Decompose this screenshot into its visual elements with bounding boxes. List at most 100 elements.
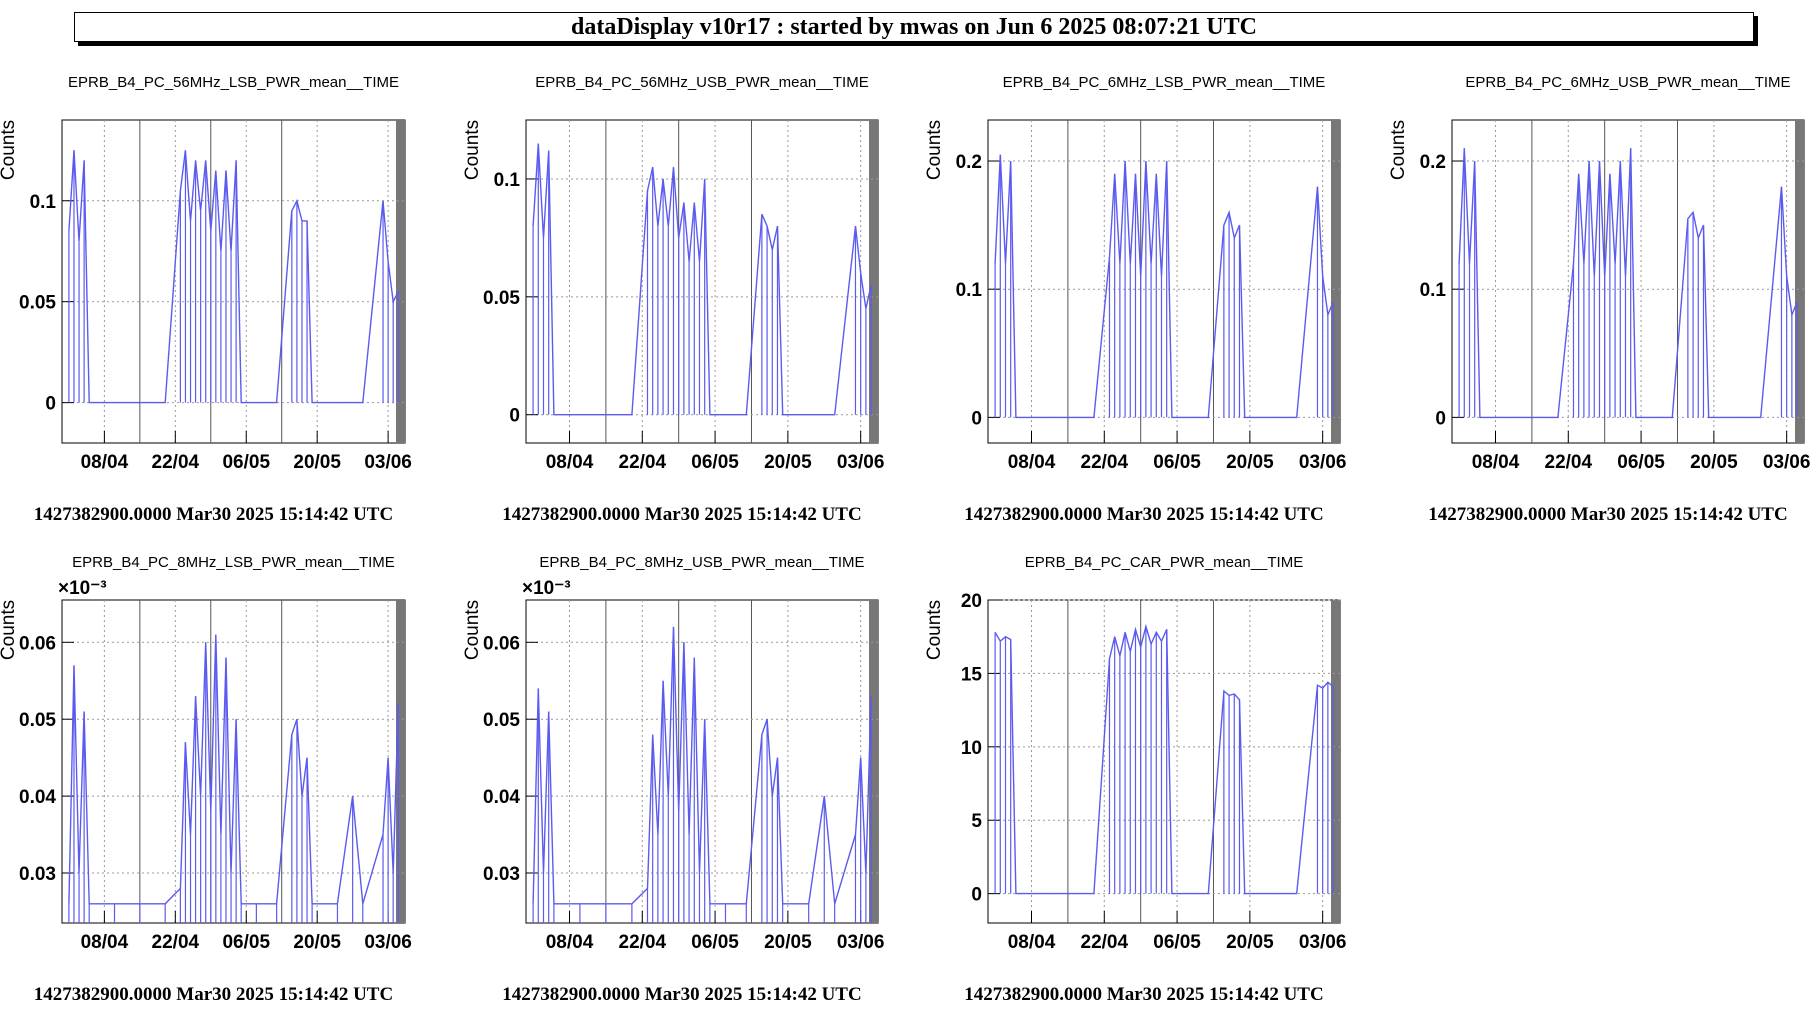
y-tick-label: 0.05 bbox=[483, 288, 520, 309]
y-tick-label: 0.06 bbox=[483, 633, 520, 654]
x-tick-label: 22/04 bbox=[1081, 452, 1129, 473]
x-tick-label: 08/04 bbox=[546, 452, 594, 473]
chart-footer: 1427382900.0000 Mar30 2025 15:14:42 UTC bbox=[964, 984, 1323, 1005]
x-tick-label: 03/06 bbox=[364, 932, 412, 953]
x-tick-label: 08/04 bbox=[1008, 932, 1056, 953]
plot-frame bbox=[1451, 119, 1805, 444]
plot-frame bbox=[61, 599, 406, 924]
x-tick-label: 06/05 bbox=[1617, 452, 1665, 473]
series-line bbox=[994, 154, 1334, 419]
chart-panel-2: EPRB_B4_PC_56MHz_USB_PWR_mean__TIME 08/04… bbox=[462, 74, 884, 525]
x-tick-label: 20/05 bbox=[1226, 932, 1274, 953]
y-tick-label: 0.05 bbox=[19, 710, 56, 731]
x-tick-label: 20/05 bbox=[1226, 452, 1274, 473]
y-tick-label: 5 bbox=[971, 811, 982, 832]
chart-panel-5: EPRB_B4_PC_8MHz_LSB_PWR_mean__TIME 08/04 2… bbox=[0, 554, 412, 1005]
x-tick-label: 20/05 bbox=[293, 452, 341, 473]
x-tick-label: 03/06 bbox=[364, 452, 412, 473]
y-tick-label: 0.04 bbox=[483, 787, 520, 808]
x-tick-label: 22/04 bbox=[152, 452, 200, 473]
chart-footer: 1427382900.0000 Mar30 2025 15:14:42 UTC bbox=[964, 504, 1323, 525]
y-axis-label: Counts bbox=[462, 600, 483, 660]
x-tick-label: 03/06 bbox=[1299, 452, 1347, 473]
y-axis-label: Counts bbox=[924, 600, 945, 660]
x-tick-label: 20/05 bbox=[293, 932, 341, 953]
x-tick-label: 22/04 bbox=[619, 932, 667, 953]
y-tick-label: 0.03 bbox=[19, 864, 56, 885]
x-tick-label: 03/06 bbox=[837, 932, 885, 953]
x-tick-label: 22/04 bbox=[619, 452, 667, 473]
chart-title: EPRB_B4_PC_CAR_PWR_mean__TIME bbox=[1025, 554, 1303, 571]
shaded-band bbox=[396, 120, 405, 443]
chart-footer: 1427382900.0000 Mar30 2025 15:14:42 UTC bbox=[34, 984, 393, 1005]
y-tick-label: 0.05 bbox=[19, 293, 56, 314]
y-tick-label: 0.2 bbox=[1420, 152, 1446, 173]
x-tick-label: 06/05 bbox=[222, 932, 270, 953]
chart-panel-3: EPRB_B4_PC_6MHz_LSB_PWR_mean__TIME 08/04 2… bbox=[924, 74, 1346, 525]
y-tick-label: 0 bbox=[971, 885, 982, 906]
chart-panel-6: EPRB_B4_PC_8MHz_USB_PWR_mean__TIME 08/04 2… bbox=[462, 554, 884, 1005]
plot-frame bbox=[61, 119, 406, 444]
shaded-band bbox=[1795, 120, 1804, 443]
plot-frame bbox=[987, 599, 1341, 924]
y-tick-label: 15 bbox=[961, 664, 983, 685]
y-tick-label: 0.1 bbox=[494, 170, 521, 191]
x-tick-label: 08/04 bbox=[1008, 452, 1056, 473]
x-tick-label: 08/04 bbox=[1472, 452, 1520, 473]
y-tick-label: 0.03 bbox=[483, 864, 520, 885]
series-line bbox=[68, 150, 399, 404]
series-line bbox=[1458, 148, 1798, 419]
chart-footer: 1427382900.0000 Mar30 2025 15:14:42 UTC bbox=[502, 504, 861, 525]
series-line bbox=[532, 143, 872, 416]
x-tick-label: 22/04 bbox=[1545, 452, 1593, 473]
chart-title: EPRB_B4_PC_8MHz_USB_PWR_mean__TIME bbox=[539, 554, 864, 571]
shaded-band bbox=[1331, 600, 1340, 923]
shaded-band bbox=[1331, 120, 1340, 443]
chart-panel-4: EPRB_B4_PC_6MHz_USB_PWR_mean__TIME 08/04 2… bbox=[1388, 74, 1810, 525]
y-tick-label: 0.06 bbox=[19, 633, 56, 654]
y-axis-label: Counts bbox=[462, 120, 483, 180]
x-tick-label: 03/06 bbox=[837, 452, 885, 473]
y-tick-label: 0 bbox=[971, 408, 982, 429]
y-tick-label: 10 bbox=[961, 738, 982, 759]
x-tick-label: 20/05 bbox=[764, 452, 812, 473]
y-tick-label: 0.05 bbox=[483, 710, 520, 731]
x-tick-label: 06/05 bbox=[222, 452, 270, 473]
y-tick-label: 0.2 bbox=[956, 152, 982, 173]
x-tick-label: 06/05 bbox=[691, 452, 739, 473]
x-tick-label: 08/04 bbox=[81, 452, 129, 473]
x-tick-label: 22/04 bbox=[1081, 932, 1129, 953]
y-tick-label: 0.1 bbox=[1420, 280, 1447, 301]
chart-title: EPRB_B4_PC_6MHz_LSB_PWR_mean__TIME bbox=[1003, 74, 1326, 91]
plot-frame bbox=[525, 599, 879, 924]
x-tick-label: 03/06 bbox=[1763, 452, 1811, 473]
y-exponent-label: ×10⁻³ bbox=[522, 578, 571, 599]
x-tick-label: 03/06 bbox=[1299, 932, 1347, 953]
y-tick-label: 0.1 bbox=[30, 192, 57, 213]
x-tick-label: 20/05 bbox=[764, 932, 812, 953]
x-tick-label: 08/04 bbox=[81, 932, 129, 953]
y-axis-label: Counts bbox=[0, 600, 19, 660]
x-tick-label: 06/05 bbox=[1153, 932, 1201, 953]
chart-title: EPRB_B4_PC_8MHz_LSB_PWR_mean__TIME bbox=[72, 554, 395, 571]
chart-title: EPRB_B4_PC_56MHz_USB_PWR_mean__TIME bbox=[535, 74, 868, 91]
chart-footer: 1427382900.0000 Mar30 2025 15:14:42 UTC bbox=[502, 984, 861, 1005]
chart-footer: 1427382900.0000 Mar30 2025 15:14:42 UTC bbox=[34, 504, 393, 525]
chart-title: EPRB_B4_PC_6MHz_USB_PWR_mean__TIME bbox=[1465, 74, 1790, 91]
y-axis-label: Counts bbox=[0, 120, 19, 180]
chart-panel-1: EPRB_B4_PC_56MHz_LSB_PWR_mean__TIME 08/04… bbox=[0, 74, 412, 525]
shaded-band bbox=[869, 120, 878, 443]
x-tick-label: 06/05 bbox=[691, 932, 739, 953]
x-tick-label: 06/05 bbox=[1153, 452, 1201, 473]
y-tick-label: 0.04 bbox=[19, 787, 56, 808]
shaded-band bbox=[396, 600, 405, 923]
y-tick-label: 20 bbox=[961, 591, 982, 612]
y-exponent-label: ×10⁻³ bbox=[58, 578, 107, 599]
chart-footer: 1427382900.0000 Mar30 2025 15:14:42 UTC bbox=[1428, 504, 1787, 525]
y-tick-label: 0 bbox=[509, 406, 520, 427]
y-tick-label: 0.1 bbox=[956, 280, 983, 301]
page-title: dataDisplay v10r17 : started by mwas on … bbox=[74, 12, 1754, 42]
x-tick-label: 22/04 bbox=[152, 932, 200, 953]
x-tick-label: 20/05 bbox=[1690, 452, 1738, 473]
